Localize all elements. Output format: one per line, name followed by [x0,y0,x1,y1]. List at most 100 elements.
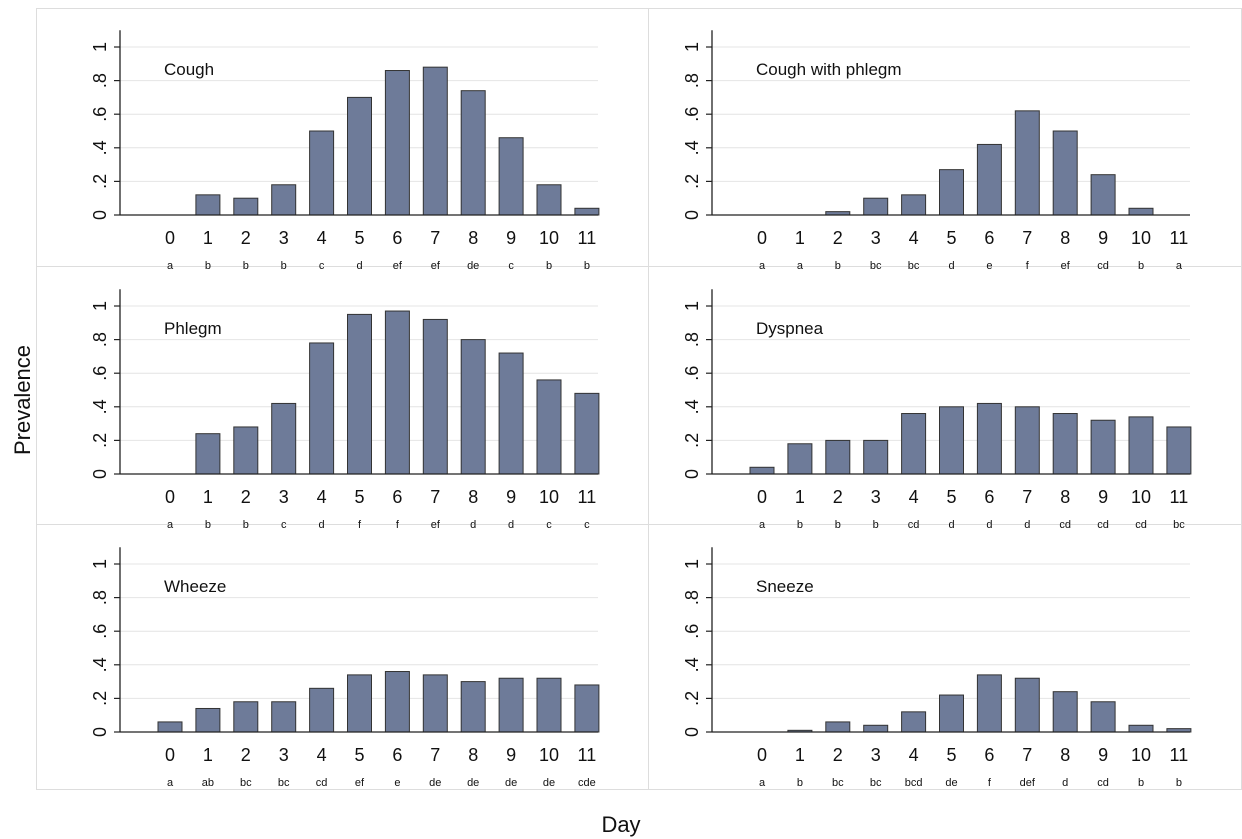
significance-letter: e [986,260,992,272]
bar [157,721,183,733]
y-tick-label: .2 [682,433,702,448]
x-tick-label: 7 [1022,487,1032,507]
x-tick-label: 5 [354,487,364,507]
bar [901,194,927,216]
x-tick-label: 10 [539,745,559,765]
significance-letter: cde [578,777,596,789]
significance-letter: bc [240,777,252,789]
significance-letter: bc [278,777,290,789]
x-tick-label: 0 [165,228,175,248]
significance-letter: b [797,519,803,531]
x-tick-label: 3 [871,487,881,507]
significance-letter: b [835,519,841,531]
x-tick-label: 7 [430,487,440,507]
significance-letter: c [546,519,552,531]
bar [271,184,297,216]
x-tick-label: 4 [317,745,327,765]
y-tick-label: 1 [90,42,110,52]
y-tick-label: .4 [90,140,110,155]
significance-letter: f [358,519,362,531]
significance-letter: f [1026,260,1030,272]
significance-letter: de [429,777,441,789]
bar [1052,130,1078,216]
significance-letter: de [945,777,957,789]
bar [939,406,964,475]
x-tick-label: 4 [909,487,919,507]
panel-title: Dyspnea [756,319,824,338]
significance-letter: b [546,260,552,272]
x-tick-label: 0 [757,228,767,248]
bar [863,439,889,475]
y-tick-label: .4 [682,140,702,155]
y-tick-label: 0 [90,210,110,220]
x-tick-label: 11 [578,487,597,507]
x-tick-label: 6 [984,228,994,248]
bar [309,342,335,475]
bar [1090,419,1116,475]
significance-letter: d [319,519,325,531]
y-tick-label: 1 [682,42,702,52]
y-tick-label: .2 [682,174,702,189]
x-tick-label: 8 [468,487,478,507]
significance-letter: a [167,519,174,531]
bar [787,443,813,475]
significance-letter: b [1138,260,1144,272]
y-tick-label: .8 [682,590,702,605]
bar [825,721,851,733]
y-tick-label: .8 [90,73,110,88]
y-tick-label: 1 [682,559,702,569]
x-tick-label: 8 [468,228,478,248]
significance-letter: a [759,260,766,272]
y-tick-label: 1 [90,559,110,569]
x-tick-label: 8 [1060,745,1070,765]
bar [863,724,889,733]
x-tick-label: 0 [757,487,767,507]
significance-letter: de [467,260,479,272]
x-tick-label: 3 [279,745,289,765]
bar [1128,416,1154,475]
x-tick-label: 2 [241,487,251,507]
significance-letter: b [1138,777,1144,789]
x-tick-label: 5 [354,745,364,765]
significance-letter: c [281,519,287,531]
bar [1014,110,1040,216]
y-tick-label: 0 [682,727,702,737]
bar [976,674,1002,733]
x-tick-label: 3 [871,228,881,248]
x-tick-label: 10 [539,228,559,248]
significance-letter: b [243,260,249,272]
bar [422,318,448,475]
significance-letter: a [759,777,766,789]
significance-letter: e [394,777,400,789]
significance-letter: cd [316,777,328,789]
bar [1128,207,1154,216]
panel-title: Wheeze [164,577,226,596]
x-tick-label: 1 [795,228,805,248]
bar [939,169,964,216]
x-tick-label: 0 [165,487,175,507]
bar [460,90,486,216]
panel-title: Sneeze [756,577,814,596]
x-tick-label: 11 [578,745,597,765]
bar [574,207,600,216]
x-tick-label: 8 [1060,228,1070,248]
bar [347,313,372,475]
x-tick-label: 7 [430,228,440,248]
bar [271,402,297,475]
y-axis-title-wrap: Prevalence [8,0,38,800]
significance-letter: d [1024,519,1030,531]
significance-letter: d [948,519,954,531]
bar [309,687,335,733]
bar [233,426,259,475]
bar [1052,413,1078,475]
x-tick-label: 2 [833,745,843,765]
significance-letter: a [167,260,174,272]
significance-letter: d [470,519,476,531]
y-tick-label: .8 [90,332,110,347]
bar [460,681,486,733]
bar [976,143,1002,216]
x-tick-label: 1 [203,745,213,765]
x-tick-label: 9 [506,745,516,765]
x-tick-label: 5 [946,487,956,507]
